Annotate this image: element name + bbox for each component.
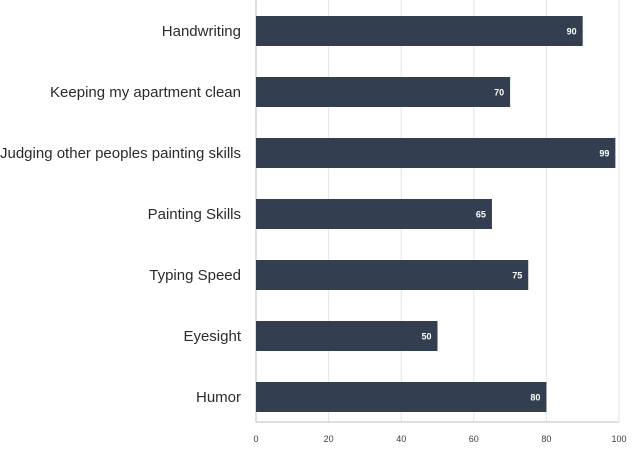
x-tick-label: 100 xyxy=(611,434,626,444)
bar xyxy=(256,199,492,229)
data-label: 99 xyxy=(599,149,609,159)
x-tick-label: 40 xyxy=(396,434,406,444)
bar xyxy=(256,77,511,107)
category-label: Handwriting xyxy=(162,23,241,40)
data-label: 70 xyxy=(494,88,504,98)
bar xyxy=(256,138,616,168)
bar xyxy=(256,382,547,412)
category-label: Judging other peoples painting skills xyxy=(0,145,241,162)
data-label: 80 xyxy=(530,393,540,403)
bar xyxy=(256,260,529,290)
category-label: Typing Speed xyxy=(149,267,241,284)
x-axis-ticks: 0 20 40 60 80 100 xyxy=(253,434,626,444)
x-tick-label: 80 xyxy=(541,434,551,444)
data-label: 65 xyxy=(476,210,486,220)
category-label: Eyesight xyxy=(183,328,241,345)
x-tick-label: 60 xyxy=(469,434,479,444)
data-label: 75 xyxy=(512,271,522,281)
category-labels: Handwriting Keeping my apartment clean Jud… xyxy=(0,23,242,406)
bars: 90 70 99 65 75 50 80 xyxy=(256,16,616,412)
bar xyxy=(256,16,583,46)
data-label: 50 xyxy=(421,332,431,342)
x-tick-label: 0 xyxy=(253,434,258,444)
data-label: 90 xyxy=(567,27,577,37)
category-label: Painting Skills xyxy=(148,206,241,223)
category-label: Humor xyxy=(196,389,241,406)
category-label: Keeping my apartment clean xyxy=(50,84,241,101)
bar xyxy=(256,321,438,351)
x-tick-label: 20 xyxy=(324,434,334,444)
